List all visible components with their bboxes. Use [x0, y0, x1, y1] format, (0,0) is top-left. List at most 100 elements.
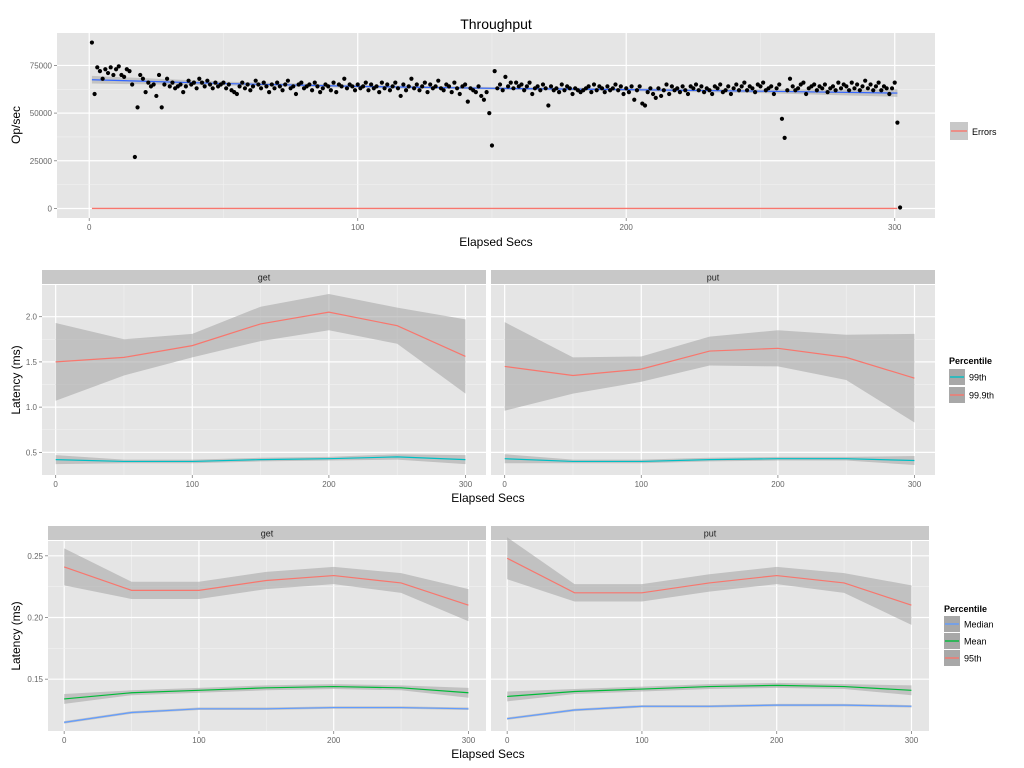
data-point	[269, 82, 274, 87]
y-tick-label: 25000	[30, 157, 53, 166]
facet-strip	[491, 270, 935, 284]
data-point	[479, 93, 484, 99]
data-point	[267, 90, 272, 95]
data-point	[675, 86, 680, 91]
x-tick-label: 300	[459, 480, 473, 489]
data-point	[454, 86, 460, 91]
data-point	[130, 82, 135, 87]
data-point	[879, 88, 884, 93]
data-point	[403, 88, 409, 93]
x-tick-label: 300	[905, 736, 919, 745]
data-point	[350, 84, 355, 89]
band-99-9th	[55, 294, 466, 401]
facet-put: put 0 100 200 300	[491, 526, 929, 745]
data-point	[500, 88, 505, 93]
x-axis-ticks: 0 100 200 300	[62, 731, 476, 745]
data-point	[92, 91, 97, 97]
data-point	[417, 88, 422, 93]
data-point	[543, 86, 548, 91]
legend-title: Percentile	[944, 604, 987, 614]
facet-put: put 0 100 200 300	[491, 270, 935, 489]
series-line-mean	[507, 684, 912, 698]
series-layer	[506, 537, 912, 720]
data-point	[769, 84, 774, 89]
data-point	[683, 88, 688, 93]
data-point	[170, 80, 175, 85]
data-point	[401, 82, 406, 87]
data-point	[234, 91, 239, 97]
data-point	[127, 69, 132, 74]
x-axis-label: Elapsed Secs	[451, 491, 524, 505]
data-point	[696, 88, 701, 93]
data-point	[476, 84, 481, 89]
data-point	[95, 65, 100, 70]
legend-label-median: Median	[964, 620, 994, 630]
x-tick-label: 300	[462, 736, 476, 745]
series-layer	[504, 322, 915, 466]
data-point	[414, 82, 419, 87]
x-tick-label: 100	[635, 480, 649, 489]
data-point	[151, 82, 156, 87]
data-point	[374, 84, 379, 89]
data-point	[213, 80, 218, 85]
data-point	[884, 86, 889, 91]
facet-label: put	[704, 529, 717, 539]
data-point	[508, 80, 513, 85]
data-point	[795, 86, 801, 91]
y-tick-label: 1.5	[26, 358, 38, 367]
legend-label-95th: 95th	[964, 654, 982, 664]
data-point	[154, 93, 159, 99]
data-point	[814, 88, 819, 93]
data-point	[680, 84, 685, 89]
x-axis-ticks: 0 100 200 300	[502, 475, 922, 489]
data-point	[291, 84, 296, 89]
data-point	[433, 84, 438, 89]
plot-panel	[48, 541, 486, 731]
data-point	[320, 86, 325, 91]
facet-label: put	[707, 273, 720, 283]
x-tick-label: 300	[908, 480, 922, 489]
data-point	[519, 82, 524, 87]
data-point	[162, 82, 167, 87]
data-point	[785, 88, 790, 93]
data-point	[277, 84, 282, 89]
data-point	[275, 80, 280, 85]
data-point	[742, 80, 747, 85]
data-point	[390, 84, 395, 89]
data-point	[661, 88, 666, 93]
data-point	[352, 88, 358, 93]
y-axis-label: Op/sec	[9, 106, 23, 144]
data-point	[105, 70, 111, 76]
facet-strip	[48, 526, 486, 540]
legend-label-99th: 99th	[969, 373, 987, 383]
data-point	[436, 78, 441, 83]
legend-title: Percentile	[949, 356, 992, 366]
data-point	[366, 88, 371, 93]
data-point	[253, 78, 258, 83]
x-tick-label: 0	[505, 736, 510, 745]
data-point	[758, 84, 763, 89]
data-point	[344, 86, 350, 91]
data-point	[487, 111, 492, 116]
y-axis-ticks: 0.15 0.20 0.25	[27, 552, 48, 684]
data-point	[186, 78, 191, 83]
data-point	[868, 82, 873, 87]
data-point	[562, 88, 567, 93]
data-point	[197, 76, 202, 81]
data-point	[707, 88, 712, 93]
data-point	[648, 86, 653, 91]
series-layer	[55, 294, 466, 465]
data-point	[634, 88, 640, 93]
data-point	[535, 84, 540, 89]
data-point	[567, 86, 572, 91]
plot-panel	[57, 33, 935, 218]
y-tick-label: 0.5	[26, 448, 38, 457]
data-point	[761, 80, 766, 85]
y-axis-ticks: 0 25000 50000 75000	[30, 61, 57, 213]
data-point	[261, 80, 266, 85]
smooth-band	[91, 75, 898, 97]
center-latency-chart: get 0 100 200 300 put 0 100 200 300 0.150.200.…	[9, 526, 994, 761]
data-point	[570, 91, 575, 97]
x-axis-label: Elapsed Secs	[459, 235, 532, 249]
